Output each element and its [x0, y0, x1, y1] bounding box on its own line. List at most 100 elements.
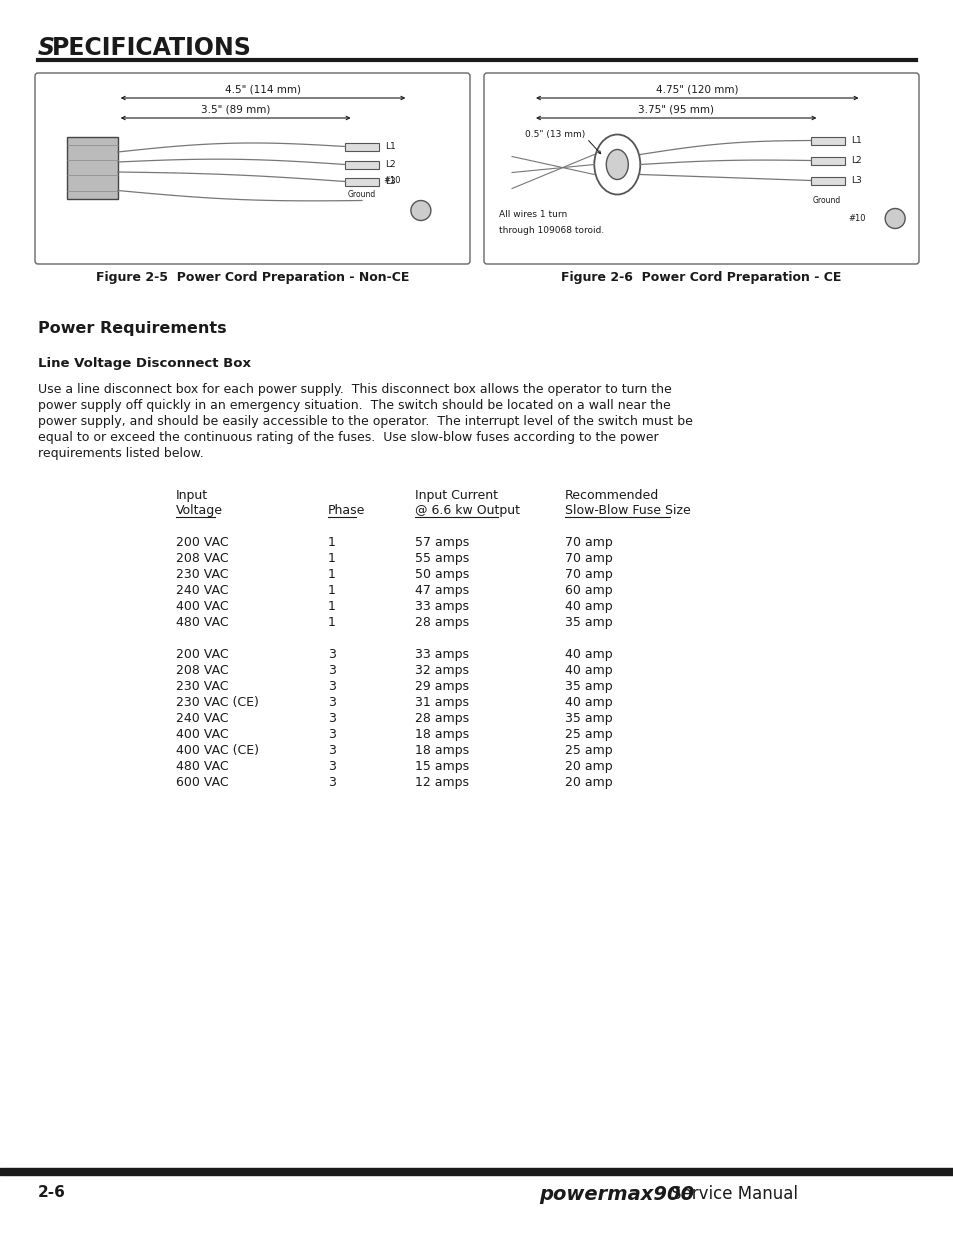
- Text: L2: L2: [850, 156, 861, 165]
- Ellipse shape: [606, 149, 628, 179]
- Text: 40 amp: 40 amp: [564, 648, 612, 661]
- Text: 3: 3: [328, 713, 335, 725]
- Text: 4.75" (120 mm): 4.75" (120 mm): [656, 84, 738, 94]
- Text: Input Current: Input Current: [415, 489, 497, 501]
- Bar: [68, 137, 117, 199]
- Text: 33 amps: 33 amps: [415, 600, 469, 613]
- Text: 1: 1: [328, 552, 335, 564]
- Text: 40 amp: 40 amp: [564, 664, 612, 677]
- Text: 70 amp: 70 amp: [564, 536, 612, 550]
- Text: 70 amp: 70 amp: [564, 552, 612, 564]
- Text: 35 amp: 35 amp: [564, 616, 612, 629]
- Text: 400 VAC: 400 VAC: [175, 727, 229, 741]
- Text: @ 6.6 kw Output: @ 6.6 kw Output: [415, 504, 519, 517]
- Text: 57 amps: 57 amps: [415, 536, 469, 550]
- Text: 20 amp: 20 amp: [564, 776, 612, 789]
- Text: All wires 1 turn: All wires 1 turn: [499, 210, 567, 219]
- Text: 208 VAC: 208 VAC: [175, 664, 229, 677]
- Text: 400 VAC (CE): 400 VAC (CE): [175, 743, 258, 757]
- Text: Figure 2-5  Power Cord Preparation - Non-CE: Figure 2-5 Power Cord Preparation - Non-…: [95, 270, 409, 284]
- Text: 200 VAC: 200 VAC: [175, 536, 229, 550]
- Text: 3.75" (95 mm): 3.75" (95 mm): [638, 104, 714, 114]
- Text: Power Requirements: Power Requirements: [38, 321, 227, 336]
- Text: Line Voltage Disconnect Box: Line Voltage Disconnect Box: [38, 357, 251, 370]
- Text: 20 amp: 20 amp: [564, 760, 612, 773]
- Text: 208 VAC: 208 VAC: [175, 552, 229, 564]
- Text: 3: 3: [328, 664, 335, 677]
- Text: power supply off quickly in an emergency situation.  The switch should be locate: power supply off quickly in an emergency…: [38, 399, 670, 412]
- Text: 55 amps: 55 amps: [415, 552, 469, 564]
- Text: 25 amp: 25 amp: [564, 743, 612, 757]
- Text: 600 VAC: 600 VAC: [175, 776, 229, 789]
- Text: Ground: Ground: [347, 190, 375, 199]
- Text: 230 VAC: 230 VAC: [175, 680, 229, 693]
- Text: 3: 3: [328, 727, 335, 741]
- Text: 240 VAC: 240 VAC: [175, 713, 229, 725]
- Text: 240 VAC: 240 VAC: [175, 584, 229, 597]
- Text: 480 VAC: 480 VAC: [175, 760, 229, 773]
- Text: Ground: Ground: [812, 196, 841, 205]
- Text: 50 amps: 50 amps: [415, 568, 469, 580]
- Text: Service Manual: Service Manual: [670, 1186, 797, 1203]
- Text: 25 amp: 25 amp: [564, 727, 612, 741]
- Text: 200 VAC: 200 VAC: [175, 648, 229, 661]
- Text: Slow-Blow Fuse Size: Slow-Blow Fuse Size: [564, 504, 690, 517]
- Text: 29 amps: 29 amps: [415, 680, 469, 693]
- Bar: [810, 177, 843, 184]
- Text: L1: L1: [850, 136, 861, 144]
- Text: 35 amp: 35 amp: [564, 713, 612, 725]
- Text: power supply, and should be easily accessible to the operator.  The interrupt le: power supply, and should be easily acces…: [38, 415, 692, 429]
- Bar: [345, 161, 378, 168]
- Text: 15 amps: 15 amps: [415, 760, 469, 773]
- Text: 47 amps: 47 amps: [415, 584, 469, 597]
- Text: 28 amps: 28 amps: [415, 713, 469, 725]
- Text: 1: 1: [328, 616, 335, 629]
- Text: 40 amp: 40 amp: [564, 697, 612, 709]
- Text: 28 amps: 28 amps: [415, 616, 469, 629]
- Text: 18 amps: 18 amps: [415, 743, 469, 757]
- Circle shape: [884, 209, 904, 228]
- Text: 230 VAC (CE): 230 VAC (CE): [175, 697, 258, 709]
- Text: L2: L2: [385, 161, 395, 169]
- Text: through 109068 toroid.: through 109068 toroid.: [499, 226, 604, 235]
- Text: 3: 3: [328, 743, 335, 757]
- Bar: [345, 178, 378, 185]
- Text: Recommended: Recommended: [564, 489, 659, 501]
- Text: 3: 3: [328, 776, 335, 789]
- Text: Phase: Phase: [328, 504, 365, 517]
- Text: 2-6: 2-6: [38, 1186, 66, 1200]
- Text: 230 VAC: 230 VAC: [175, 568, 229, 580]
- Text: 0.5" (13 mm): 0.5" (13 mm): [524, 130, 584, 140]
- Text: 3: 3: [328, 648, 335, 661]
- Text: 33 amps: 33 amps: [415, 648, 469, 661]
- Text: 3: 3: [328, 680, 335, 693]
- Text: 3: 3: [328, 697, 335, 709]
- Text: 1: 1: [328, 584, 335, 597]
- Ellipse shape: [594, 135, 639, 194]
- Text: 40 amp: 40 amp: [564, 600, 612, 613]
- FancyBboxPatch shape: [483, 73, 918, 264]
- Text: Use a line disconnect box for each power supply.  This disconnect box allows the: Use a line disconnect box for each power…: [38, 383, 671, 396]
- Text: 1: 1: [328, 536, 335, 550]
- Text: 1: 1: [328, 568, 335, 580]
- Text: 3: 3: [328, 760, 335, 773]
- Text: L1: L1: [385, 142, 395, 151]
- Text: powermax900: powermax900: [538, 1186, 694, 1204]
- Text: 35 amp: 35 amp: [564, 680, 612, 693]
- Bar: [810, 137, 843, 144]
- Text: L3: L3: [385, 177, 395, 186]
- Text: requirements listed below.: requirements listed below.: [38, 447, 204, 459]
- Circle shape: [411, 200, 431, 221]
- Text: Input: Input: [175, 489, 208, 501]
- Text: S: S: [38, 36, 55, 61]
- Text: 480 VAC: 480 VAC: [175, 616, 229, 629]
- Text: 60 amp: 60 amp: [564, 584, 612, 597]
- Text: Figure 2-6  Power Cord Preparation - CE: Figure 2-6 Power Cord Preparation - CE: [560, 270, 841, 284]
- Text: Voltage: Voltage: [175, 504, 223, 517]
- Text: #10: #10: [382, 177, 400, 185]
- Bar: [810, 157, 843, 164]
- Text: PECIFICATIONS: PECIFICATIONS: [52, 36, 252, 61]
- Text: 400 VAC: 400 VAC: [175, 600, 229, 613]
- Text: 3.5" (89 mm): 3.5" (89 mm): [201, 104, 270, 114]
- Text: #10: #10: [848, 214, 865, 224]
